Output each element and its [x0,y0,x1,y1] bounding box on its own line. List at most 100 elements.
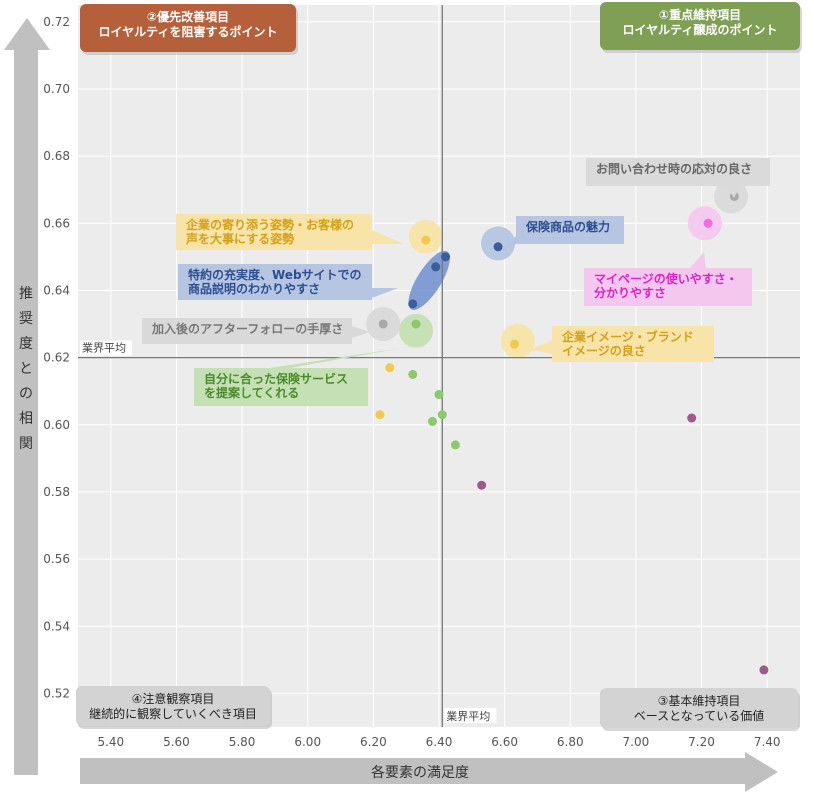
data-point [375,410,385,420]
grid-lines [78,5,800,727]
data-point [385,363,395,373]
annotation-pointer [497,236,516,254]
y-tick-label: 0.66 [43,216,70,230]
y-tick-label: 0.70 [43,82,70,96]
y-tick-labels: 0.52 0.54 0.56 0.58 0.60 0.62 0.64 0.66 0.68 0.70… [43,15,70,701]
annotation-box [516,216,624,244]
y-tick-label: 0.64 [43,283,70,297]
x-axis-arrow [80,752,778,792]
annotation-box [584,268,752,306]
x-tick-label: 7.40 [754,735,781,749]
y-tick-label: 0.68 [43,149,70,163]
y-tick-label: 0.52 [43,686,70,700]
annotation-callout: マイページの使いやすさ・分かりやすさ [584,252,752,306]
annotation-box [178,264,372,300]
y-axis-title-char: 相 [19,411,33,427]
x-tick-label: 6.00 [294,735,321,749]
x-tick-label: 6.40 [426,735,453,749]
annotation-label: 特約の充実度、Webサイトでの [188,267,362,282]
annotation-label: 分かりやすさ [594,285,666,300]
y-reference-label-bg [80,340,132,356]
quadrant-text: ①重点維持項目 [659,7,741,22]
annotation-box [194,368,368,406]
x-tick-label: 5.80 [229,735,256,749]
quadrant-text: ベースとなっている価値 [634,708,764,723]
y-axis-title-char: 関 [19,436,33,452]
data-point [411,319,421,329]
x-tick-labels: 5.40 5.60 5.80 6.00 6.20 6.40 6.60 6.80 7.00 7.20… [97,735,780,749]
quadrant-text: 継続的に観察していくべき項目 [89,706,257,721]
quadrant-box [76,686,270,726]
data-point [477,480,487,490]
annotation-label: マイページの使いやすさ・ [594,271,738,286]
x-reference-label-bg [444,708,497,723]
annotation-pointer [352,326,370,338]
quadrant-box [80,4,296,52]
quadrant-box [600,688,798,728]
data-point [421,235,431,245]
x-reference-label: 業界平均 [446,710,490,723]
data-point [703,218,713,228]
annotation-box [586,158,770,186]
annotation-label: 企業イメージ・ブランド [561,329,694,344]
x-tick-label: 6.60 [491,735,518,749]
annotation-callout: 保険商品の魅力 [497,216,624,254]
data-point [441,252,451,262]
data-point [759,665,769,675]
quadrant-text: ②優先改善項目 [147,9,229,24]
annotation-callout: お問い合わせ時の応対の良さ [586,158,770,198]
annotation-callout: 加入後のアフターフォローの手厚さ [142,318,370,344]
y-axis-title-char: と [19,361,33,377]
annotation-pointer [372,230,404,244]
annotation-label: 企業の寄り添う姿勢・お客様の [185,217,354,232]
x-tick-label: 7.20 [688,735,715,749]
highlight-halo [500,323,535,358]
y-axis-arrow [4,18,50,775]
data-point [437,410,447,420]
data-point [408,369,418,379]
x-tick-label: 6.80 [557,735,584,749]
data-point [687,413,697,423]
x-tick-label: 7.00 [623,735,650,749]
data-point [427,416,437,426]
data-point [450,440,460,450]
annotation-box [142,318,352,344]
annotation-pointer [372,288,398,298]
data-point [434,390,444,400]
annotation-label: 保険商品の魅力 [525,219,610,234]
data-point [493,242,503,252]
y-tick-label: 0.54 [43,619,70,633]
annotation-pointer [726,186,740,198]
y-tick-label: 0.60 [43,418,70,432]
quadrant-box [600,2,800,50]
y-reference-label: 業界平均 [82,342,126,355]
data-point [509,339,519,349]
annotation-label: を提案してくれる [204,385,299,400]
data-point [378,319,388,329]
annotation-label: 商品説明のわかりやすさ [188,281,320,296]
annotation-box [176,214,372,250]
annotation-label: 声を大事にする姿勢 [185,231,294,246]
points-layer [375,191,769,675]
y-tick-label: 0.58 [43,485,70,499]
y-axis-title-char: 度 [19,336,33,352]
x-tick-label: 5.60 [163,735,190,749]
annotation-label: 加入後のアフターフォローの手厚さ [151,321,343,336]
highlight-halo [399,313,434,348]
y-tick-label: 0.72 [43,15,70,29]
quadrant-text: ④注意観察項目 [132,691,215,706]
annotation-label: お問い合わせ時の応対の良さ [596,161,752,176]
data-point [431,262,441,272]
annotation-box [552,326,714,362]
annotation-label: 自分に合った保険サービス [204,371,348,386]
